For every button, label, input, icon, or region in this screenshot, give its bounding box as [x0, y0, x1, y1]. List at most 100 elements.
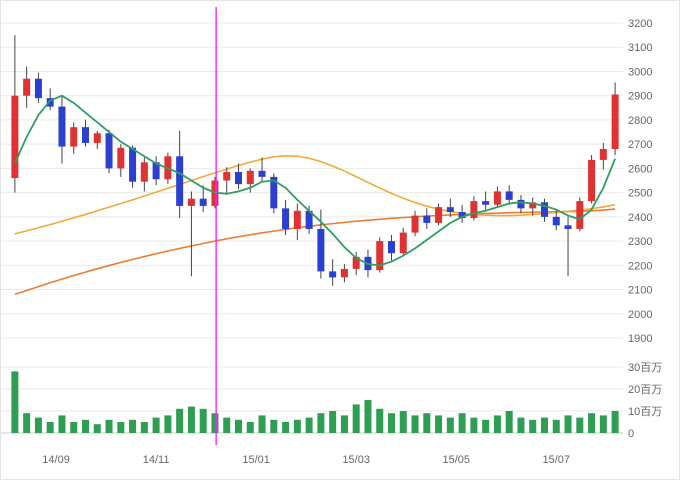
candle-body-down — [482, 201, 490, 205]
candle-body-up — [435, 207, 443, 223]
candle-body-up — [529, 202, 537, 209]
candle-body-up — [187, 198, 195, 206]
candle-body-up — [70, 127, 78, 147]
candle-body-down — [199, 198, 207, 206]
price-axis-label: 2500 — [628, 188, 652, 200]
candle-body-up — [140, 162, 148, 182]
volume-bar — [611, 411, 619, 433]
volume-bar — [388, 413, 395, 433]
candle-body-up — [117, 147, 125, 169]
candle-body-down — [458, 212, 466, 219]
candle-body-up — [376, 241, 384, 271]
x-axis-label: 15/05 — [442, 454, 470, 466]
price-axis-label: 3200 — [628, 18, 652, 30]
volume-bar — [282, 422, 290, 433]
candle-body-down — [423, 215, 431, 223]
volume-axis-label: 0 — [628, 428, 634, 440]
candle-body-down — [58, 106, 66, 147]
volume-bar — [446, 417, 454, 433]
volume-bar — [270, 419, 278, 433]
candle-body-up — [611, 94, 619, 149]
volume-bar — [58, 415, 66, 433]
price-axis-label: 2000 — [628, 309, 652, 321]
volume-bar — [46, 422, 54, 433]
candle-body-down — [129, 147, 137, 182]
volume-axis-label: 20百万 — [628, 384, 662, 396]
price-axis-label: 3000 — [628, 66, 652, 78]
candle-body-down — [305, 210, 313, 229]
volume-bar — [235, 419, 242, 433]
candle-body-up — [293, 210, 301, 229]
long-term-moving-average-line — [14, 208, 616, 296]
volume-bar — [482, 419, 490, 433]
volume-bar — [129, 419, 137, 433]
volume-bar — [329, 411, 337, 433]
candle-body-down — [505, 191, 513, 200]
volume-axis-label: 30百万 — [628, 362, 662, 374]
candle-body-down — [270, 176, 278, 209]
volume-bar — [552, 419, 560, 433]
candle-body-up — [352, 256, 360, 269]
price-axis-label: 2300 — [628, 236, 652, 248]
candle-body-down — [329, 271, 337, 278]
candle-body-up — [411, 215, 419, 233]
volume-bar — [588, 413, 596, 433]
x-axis-label: 15/01 — [242, 454, 270, 466]
volume-bar — [317, 413, 325, 433]
volume-bar — [364, 400, 372, 433]
x-axis-label: 15/03 — [342, 454, 370, 466]
volume-bar — [176, 408, 184, 433]
volume-bar — [599, 415, 607, 433]
candle-body-down — [105, 133, 113, 169]
volume-bar — [164, 415, 172, 433]
candle-body-down — [258, 170, 266, 177]
volume-bar — [246, 422, 254, 433]
candle-body-up — [493, 191, 501, 205]
volume-bar — [529, 419, 537, 433]
volume-bar — [423, 413, 431, 433]
candle-body-up — [599, 149, 607, 160]
candle-body-down — [564, 225, 572, 229]
volume-bar — [11, 371, 19, 433]
volume-bar — [187, 406, 195, 433]
candle-body-down — [317, 228, 325, 272]
volume-bar — [70, 422, 78, 433]
volume-bar — [223, 417, 231, 433]
volume-bar — [117, 422, 125, 433]
candle-body-down — [552, 216, 560, 226]
mid-term-moving-average-line — [14, 154, 616, 235]
volume-bar — [517, 417, 525, 433]
candle-body-down — [235, 172, 242, 185]
volume-bar — [470, 417, 478, 433]
price-axis-label: 2400 — [628, 212, 652, 224]
volume-bar — [493, 415, 501, 433]
volume-bar — [458, 413, 466, 433]
volume-axis-label: 10百万 — [628, 406, 662, 418]
volume-bar — [564, 415, 572, 433]
volume-bar — [293, 419, 301, 433]
price-axis-label: 2700 — [628, 139, 652, 151]
price-axis-label: 1900 — [628, 333, 652, 345]
candle-body-up — [23, 78, 31, 96]
candle-body-down — [34, 78, 42, 99]
volume-bar — [376, 408, 384, 433]
volume-bar — [199, 408, 207, 433]
volume-bar — [152, 417, 160, 433]
price-axis-label: 2100 — [628, 285, 652, 297]
x-axis-label: 15/07 — [543, 454, 571, 466]
volume-bar — [93, 424, 101, 433]
volume-bar — [340, 415, 348, 433]
volume-bar — [541, 417, 548, 433]
candle-body-down — [46, 98, 54, 107]
volume-bar — [105, 419, 113, 433]
candle-body-up — [223, 172, 231, 181]
candle-body-down — [541, 202, 548, 217]
candle-body-up — [246, 170, 254, 185]
candle-body-down — [388, 241, 395, 254]
candle-body-down — [282, 208, 290, 229]
volume-bar — [34, 417, 42, 433]
candle-body-down — [517, 199, 525, 209]
volume-bar — [576, 417, 584, 433]
candle-body-down — [82, 127, 89, 143]
